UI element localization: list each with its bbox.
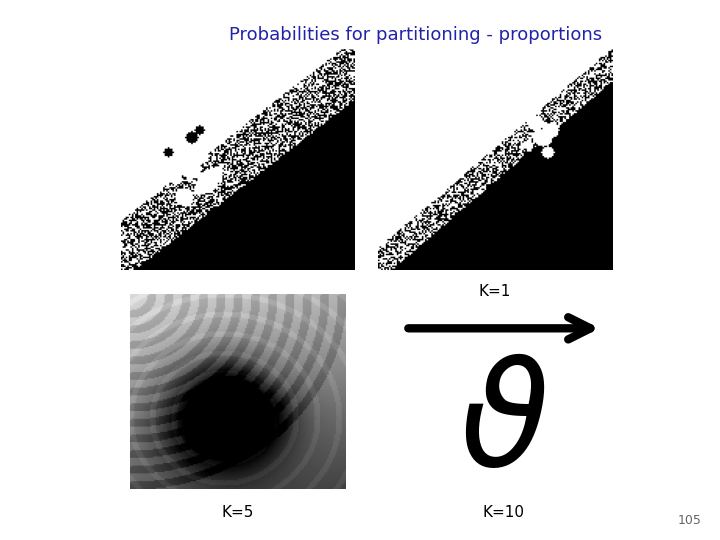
Text: K=5: K=5 bbox=[222, 505, 253, 520]
Text: Vision: Vision bbox=[30, 78, 81, 95]
Text: K=10: K=10 bbox=[483, 505, 525, 520]
Text: $\vartheta$: $\vartheta$ bbox=[459, 355, 549, 496]
Text: Probabilities for partitioning - proportions: Probabilities for partitioning - proport… bbox=[229, 26, 603, 44]
Text: 105: 105 bbox=[678, 514, 702, 526]
Text: K=1: K=1 bbox=[479, 284, 511, 299]
Text: Computer: Computer bbox=[14, 45, 98, 63]
